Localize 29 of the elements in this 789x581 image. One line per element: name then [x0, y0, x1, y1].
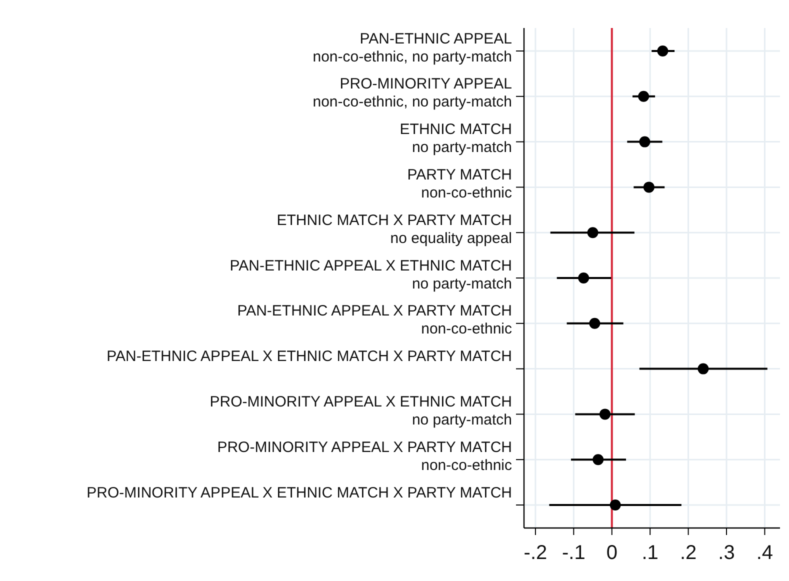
y-tick-label: PRO-MINORITY APPEAL X PARTY MATCH non-co-ethnic: [217, 438, 512, 474]
y-tick-label: ETHNIC MATCH no party-match: [400, 121, 512, 156]
y-tick-label: ETHNIC MATCH X PARTY MATCH no equality appeal: [276, 212, 512, 247]
point: [657, 46, 668, 56]
point: [587, 227, 598, 238]
x-tick-label: 0: [606, 542, 618, 564]
x-tick-label: -.1: [562, 542, 586, 564]
y-tick-label: PRO-MINORITY APPEAL X ETHNIC MATCH X PARTY MATCH: [86, 484, 512, 502]
x-tick-label: .3: [718, 542, 735, 564]
point: [589, 318, 600, 329]
point: [592, 454, 604, 466]
point: [600, 408, 611, 420]
point: [639, 136, 650, 148]
y-tick-label: PAN-ETHNIC APPEAL X ETHNIC MATCH no party-match: [230, 257, 512, 292]
point: [643, 182, 654, 193]
x-tick-label: -.2: [524, 542, 548, 564]
point: [610, 500, 621, 510]
x-tick-label: .2: [680, 542, 697, 564]
y-tick-label: PAN-ETHNIC APPEAL X ETHNIC MATCH X PARTY MATCH: [106, 348, 512, 366]
point: [638, 90, 650, 102]
point: [578, 272, 590, 284]
x-tick-label: .1: [642, 542, 658, 564]
point: [698, 363, 709, 374]
x-tick-label: .4: [756, 542, 774, 564]
y-tick-label: PRO-MINORITY APPEAL X ETHNIC MATCH no party-match: [210, 393, 512, 428]
y-tick-label: PAN-ETHNIC APPEAL non-co-ethnic, no party-match: [312, 30, 512, 66]
y-tick-label: PARTY MATCH non-co-ethnic: [407, 166, 512, 202]
y-tick-label: PAN-ETHNIC APPEAL X PARTY MATCH non-co-ethnic: [237, 302, 512, 338]
y-tick-label: PRO-MINORITY APPEAL non-co-ethnic, no party-match: [312, 76, 512, 111]
